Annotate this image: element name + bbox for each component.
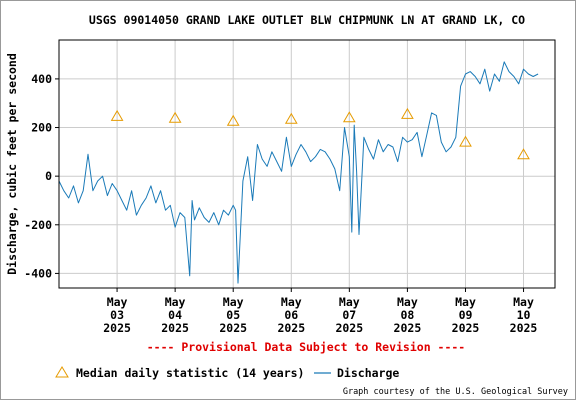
x-tick-label: 03	[110, 308, 124, 322]
median-triangle-marker	[226, 114, 240, 126]
x-tick-label: 2025	[335, 321, 363, 335]
discharge-series	[58, 61, 539, 284]
x-tick-label: 04	[168, 308, 182, 322]
median-triangle-marker	[459, 135, 472, 147]
x-tick-label: 2025	[219, 321, 247, 335]
discharge-line	[58, 61, 539, 284]
legend-median-triangle-icon	[55, 366, 69, 378]
x-tick-label: 10	[517, 308, 531, 322]
x-tick-label: 06	[284, 308, 298, 322]
x-tick-label: May	[397, 295, 418, 309]
x-tick-label: May	[281, 295, 302, 309]
x-tick-label: 09	[459, 308, 473, 322]
x-tick-label: 2025	[394, 321, 422, 335]
x-tick-label: May	[455, 295, 476, 309]
y-tick-labels: -400 -200 0 200 400	[24, 72, 59, 280]
x-tick-label: 2025	[277, 321, 305, 335]
legend-discharge-label: Discharge	[337, 366, 399, 380]
grid-lines	[59, 40, 555, 288]
y-tick-label: 200	[31, 121, 52, 135]
legend-median-label: Median daily statistic (14 years)	[76, 366, 304, 380]
median-triangle-marker	[517, 148, 530, 160]
x-tick-label: 2025	[161, 321, 189, 335]
y-tick-label: 0	[45, 169, 52, 183]
y-axis-label: Discharge, cubic feet per second	[5, 53, 19, 275]
x-tick-label: May	[339, 295, 360, 309]
plot-area	[58, 39, 556, 289]
legend: Median daily statistic (14 years) Discha…	[55, 366, 399, 380]
x-tick-label: 2025	[452, 321, 480, 335]
x-tick-label: 07	[342, 308, 356, 322]
x-tick-label: 2025	[103, 321, 131, 335]
median-triangle-marker	[168, 111, 182, 123]
median-markers	[110, 107, 530, 160]
x-tick-label: 2025	[510, 321, 538, 335]
x-tick-label: May	[513, 295, 534, 309]
median-triangle-marker	[110, 109, 124, 121]
y-tick-label: -200	[24, 218, 52, 232]
x-tick-label: 08	[400, 308, 414, 322]
median-triangle-marker	[342, 111, 356, 123]
y-tick-label: 400	[31, 72, 52, 86]
x-tick-labels: May032025May042025May052025May062025May0…	[103, 288, 537, 335]
x-tick-label: May	[223, 295, 244, 309]
x-tick-label: May	[107, 295, 128, 309]
median-triangle-marker	[401, 107, 414, 119]
median-triangle-marker	[284, 112, 298, 124]
provisional-note: ---- Provisional Data Subject to Revisio…	[147, 340, 466, 354]
x-tick-label: 05	[226, 308, 240, 322]
y-tick-label: -400	[24, 266, 52, 280]
chart-title: USGS 09014050 GRAND LAKE OUTLET BLW CHIP…	[89, 13, 525, 27]
credit-text: Graph courtesy of the U.S. Geological Su…	[343, 387, 568, 397]
x-tick-label: May	[165, 295, 186, 309]
